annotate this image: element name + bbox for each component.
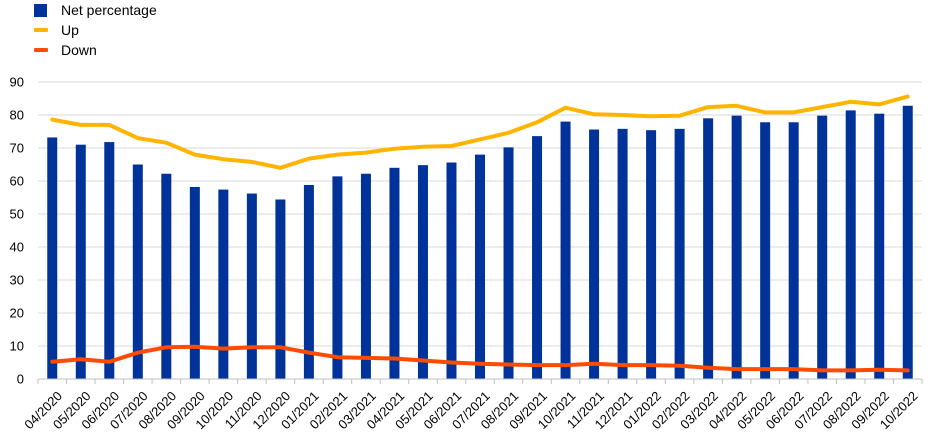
y-tick-label: 40 <box>10 240 24 255</box>
y-tick-label: 70 <box>10 141 24 156</box>
bar-net-percentage <box>703 118 714 380</box>
bar-net-percentage <box>674 128 685 379</box>
bar-net-percentage <box>475 154 485 379</box>
legend-item-net-percentage: Net percentage <box>34 2 157 18</box>
bar-net-percentage <box>731 115 742 379</box>
y-tick-label: 90 <box>10 75 24 90</box>
series-line-up <box>50 94 910 170</box>
bar-net-percentage <box>446 162 457 379</box>
bar-net-percentage <box>788 122 799 379</box>
bar-net-percentage <box>532 136 543 379</box>
legend-label-down: Down <box>61 42 97 58</box>
bar-net-percentage <box>132 164 143 379</box>
bar-net-percentage <box>845 110 856 379</box>
bar-net-percentage <box>560 121 571 379</box>
bar-net-percentage <box>646 130 657 379</box>
y-tick-label: 10 <box>10 339 24 354</box>
legend-swatch-bar <box>34 3 47 17</box>
bar-net-percentage <box>275 199 286 379</box>
legend-swatch-up-line <box>34 28 48 32</box>
y-tick-label: 50 <box>10 207 24 222</box>
bar-net-percentage <box>218 189 229 379</box>
legend-item-down: Down <box>34 42 97 58</box>
bar-net-percentage <box>104 142 115 379</box>
bar-net-percentage <box>47 137 58 379</box>
legend-label-up: Up <box>61 22 79 38</box>
bar-net-percentage <box>360 173 371 379</box>
y-tick-label: 60 <box>10 174 24 189</box>
bar-net-percentage <box>189 186 200 379</box>
legend-label-net-percentage: Net percentage <box>61 2 157 18</box>
bar-net-percentage <box>617 128 628 379</box>
bar-net-percentage <box>589 129 600 379</box>
bar-net-percentage <box>161 173 172 379</box>
bar-net-percentage <box>417 165 428 379</box>
bar-net-percentage <box>817 115 828 379</box>
y-tick-label: 80 <box>10 108 24 123</box>
y-tick-label: 30 <box>10 273 24 288</box>
legend-swatch-down-line <box>34 48 48 52</box>
bar-net-percentage <box>760 122 771 379</box>
series-line-down <box>50 344 910 373</box>
bar-net-percentage <box>303 184 314 379</box>
bar-net-percentage <box>246 193 257 379</box>
bar-net-percentage <box>75 144 86 379</box>
bar-net-percentage <box>902 105 913 379</box>
bar-net-percentage <box>389 167 400 379</box>
legend-item-up: Up <box>34 22 79 38</box>
bar-net-percentage <box>874 113 885 380</box>
bar-net-percentage <box>503 147 514 379</box>
y-tick-label: 0 <box>17 372 24 387</box>
y-tick-label: 20 <box>10 306 24 321</box>
bar-net-percentage <box>332 176 343 379</box>
